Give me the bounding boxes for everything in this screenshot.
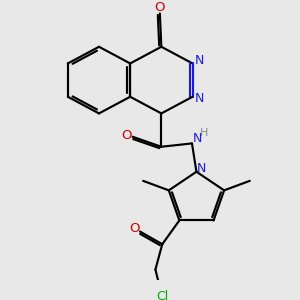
Text: N: N <box>192 132 202 145</box>
Text: O: O <box>129 222 139 235</box>
Text: N: N <box>197 163 206 176</box>
Text: O: O <box>121 129 132 142</box>
Text: Cl: Cl <box>156 290 168 300</box>
Text: N: N <box>194 92 204 105</box>
Text: H: H <box>200 128 209 138</box>
Text: N: N <box>194 54 204 67</box>
Text: O: O <box>154 1 165 14</box>
